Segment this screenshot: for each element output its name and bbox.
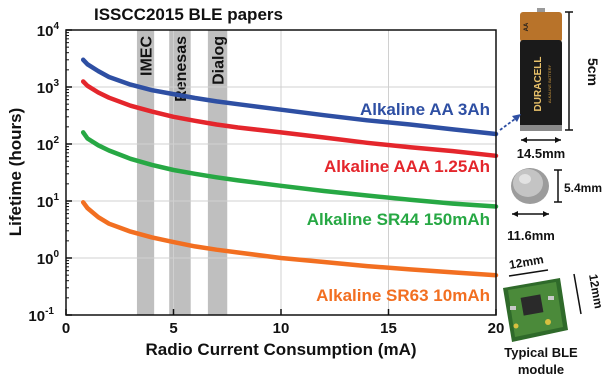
- band-label-imec: IMEC: [139, 36, 156, 76]
- y-axis-label: Lifetime (hours): [6, 108, 25, 236]
- y-tick-label: 104: [37, 21, 60, 40]
- module-caption-line2: module: [518, 362, 564, 377]
- series-line-alkaline-aa-3ah: [80, 57, 499, 137]
- x-tick-label: 20: [488, 320, 505, 337]
- y-tick-label: 102: [37, 135, 60, 154]
- x-tick-labels: 0 5 10 15 20: [62, 309, 505, 337]
- coin-height-dimension: [554, 169, 562, 203]
- coin-cell-image: [511, 168, 549, 204]
- series-curves: [80, 57, 499, 278]
- band-label-renesas: Renesas: [173, 36, 190, 102]
- series-label-2: Alkaline SR44 150mAh: [307, 210, 490, 229]
- aa-width-label: 14.5mm: [517, 146, 565, 161]
- y-tick-label: 10-1: [28, 306, 54, 325]
- aa-width-dimension: [521, 137, 561, 143]
- chart-title: ISSCC2015 BLE papers: [94, 5, 283, 24]
- y-tick-label: 100: [37, 249, 60, 268]
- coin-width-dimension: [512, 211, 549, 217]
- module-caption-line1: Typical BLE: [504, 345, 578, 360]
- x-axis-label: Radio Current Consumption (mA): [145, 340, 416, 359]
- x-tick-label: 10: [273, 320, 290, 337]
- battery-brand-text: DURACELL: [533, 57, 544, 112]
- series-label-0: Alkaline AA 3Ah: [360, 100, 490, 119]
- aa-height-label: 5cm: [585, 58, 601, 86]
- series-label-1: Alkaline AAA 1.25Ah: [324, 157, 490, 176]
- coin-width-label: 11.6mm: [507, 228, 555, 243]
- module-height-label: 12mm: [586, 273, 606, 310]
- battery-type-text: ALKALINE BATTERY: [547, 65, 552, 104]
- module-height-dimension: [573, 273, 582, 315]
- x-tick-label: 15: [380, 320, 397, 337]
- series-line-alkaline-sr44-150mah: [80, 130, 499, 209]
- x-tick-label: 5: [169, 320, 177, 337]
- x-tick-label: 0: [62, 320, 70, 337]
- coin-height-label: 5.4mm: [564, 181, 602, 195]
- series-line-alkaline-sr63-10mah: [80, 200, 499, 278]
- band-label-dialog: Dialog: [211, 36, 228, 85]
- ble-module-image: [503, 278, 568, 342]
- battery-size-text: AA: [524, 22, 530, 31]
- series-labels: Alkaline AA 3Ah Alkaline AAA 1.25Ah Alkali…: [307, 100, 490, 305]
- series-line-alkaline-aaa-1-25ah: [80, 79, 499, 159]
- aa-battery-image: DURACELL ALKALINE BATTERY AA: [520, 8, 562, 131]
- module-width-dimension: [508, 269, 549, 277]
- band-imec: [136, 30, 155, 315]
- module-width-label: 12mm: [508, 252, 545, 272]
- aa-height-dimension: [565, 11, 573, 131]
- y-tick-labels: 10-1 100 101 102 103 104: [28, 21, 72, 325]
- y-tick-label: 103: [37, 78, 60, 97]
- aa-pointer-arrow: [499, 114, 521, 131]
- y-tick-label: 101: [37, 192, 60, 211]
- series-label-3: Alkaline SR63 10mAh: [316, 286, 490, 305]
